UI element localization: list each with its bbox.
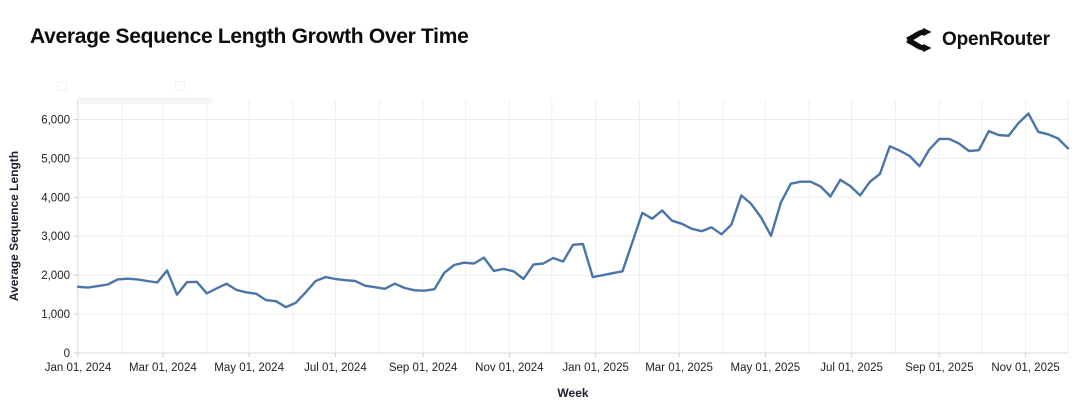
svg-text:Jan 01, 2025: Jan 01, 2025	[562, 362, 629, 374]
faded-legend-swatch	[57, 81, 67, 91]
svg-text:Mar 01, 2025: Mar 01, 2025	[645, 362, 713, 374]
svg-text:Sep 01, 2024: Sep 01, 2024	[389, 362, 458, 374]
svg-text:1,000: 1,000	[41, 309, 70, 321]
svg-text:6,000: 6,000	[41, 114, 70, 126]
svg-text:5,000: 5,000	[41, 153, 70, 165]
svg-text:Nov 01, 2024: Nov 01, 2024	[475, 362, 544, 374]
openrouter-logo: OpenRouter	[903, 26, 1050, 54]
x-axis-title: Week	[557, 386, 589, 400]
openrouter-logo-text: OpenRouter	[942, 29, 1050, 50]
svg-text:Mar 01, 2024: Mar 01, 2024	[129, 362, 197, 374]
chart-title: Average Sequence Length Growth Over Time	[30, 25, 469, 48]
faded-legend-bar	[77, 97, 213, 104]
svg-text:Jul 01, 2025: Jul 01, 2025	[820, 362, 883, 374]
svg-text:Sep 01, 2025: Sep 01, 2025	[905, 362, 973, 374]
svg-text:4,000: 4,000	[41, 192, 70, 204]
faded-legend-swatch	[175, 81, 185, 91]
svg-text:2,000: 2,000	[41, 270, 70, 282]
svg-text:Jul 01, 2024: Jul 01, 2024	[304, 362, 367, 374]
svg-text:Jan 01, 2024: Jan 01, 2024	[45, 362, 112, 374]
svg-text:Nov 01, 2025: Nov 01, 2025	[991, 362, 1059, 374]
openrouter-logo-icon	[906, 27, 932, 53]
svg-text:0: 0	[64, 348, 70, 360]
svg-text:3,000: 3,000	[41, 231, 70, 243]
svg-text:May 01, 2024: May 01, 2024	[214, 362, 284, 374]
line-chart-plot[interactable]: 0 1,000 2,000 3,000 4,000 5,000 6,000 Jan 01, 2…	[0, 85, 1080, 408]
svg-text:May 01, 2025: May 01, 2025	[730, 362, 800, 374]
